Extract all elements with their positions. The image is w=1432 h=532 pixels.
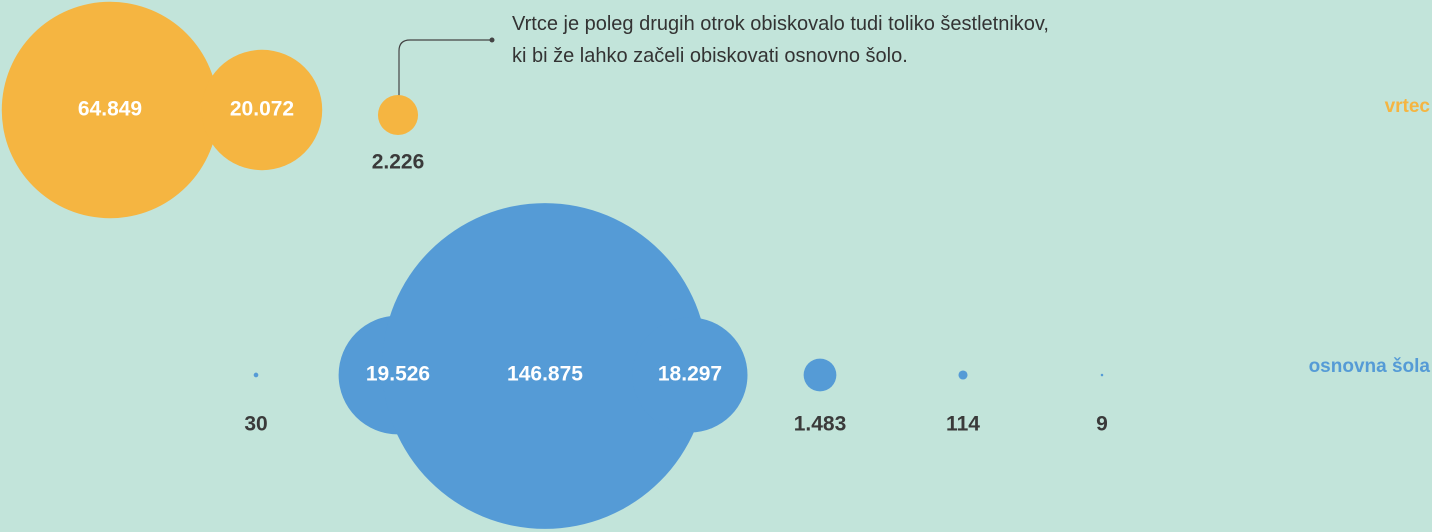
bubble — [377, 94, 419, 136]
value-label: 9 — [1096, 413, 1108, 436]
annotation-dot — [489, 37, 495, 43]
bubble — [253, 372, 259, 378]
bubble — [1, 1, 219, 219]
value-label: 146.875 — [507, 363, 583, 386]
bubble — [1100, 373, 1104, 377]
bubble — [382, 203, 708, 529]
annotation-line: Vrtce je poleg drugih otrok obiskovalo t… — [512, 13, 1049, 35]
value-label: 114 — [946, 413, 980, 436]
value-label: 20.072 — [230, 98, 294, 121]
annotation-connector — [398, 39, 492, 98]
value-label: 64.849 — [78, 98, 142, 121]
bubble — [201, 49, 323, 171]
bubble — [958, 370, 968, 380]
bubble — [632, 317, 748, 433]
value-label: 18.297 — [658, 363, 722, 386]
bubble — [803, 358, 837, 392]
row-label: vrtec — [1385, 96, 1431, 117]
value-label: 1.483 — [794, 413, 847, 436]
row-label: osnovna šola — [1309, 356, 1431, 377]
value-label: 30 — [244, 413, 267, 436]
value-label: 19.526 — [366, 363, 430, 386]
value-label: 2.226 — [372, 151, 425, 174]
annotation-line: ki bi že lahko začeli obiskovati osnovno… — [512, 45, 908, 67]
